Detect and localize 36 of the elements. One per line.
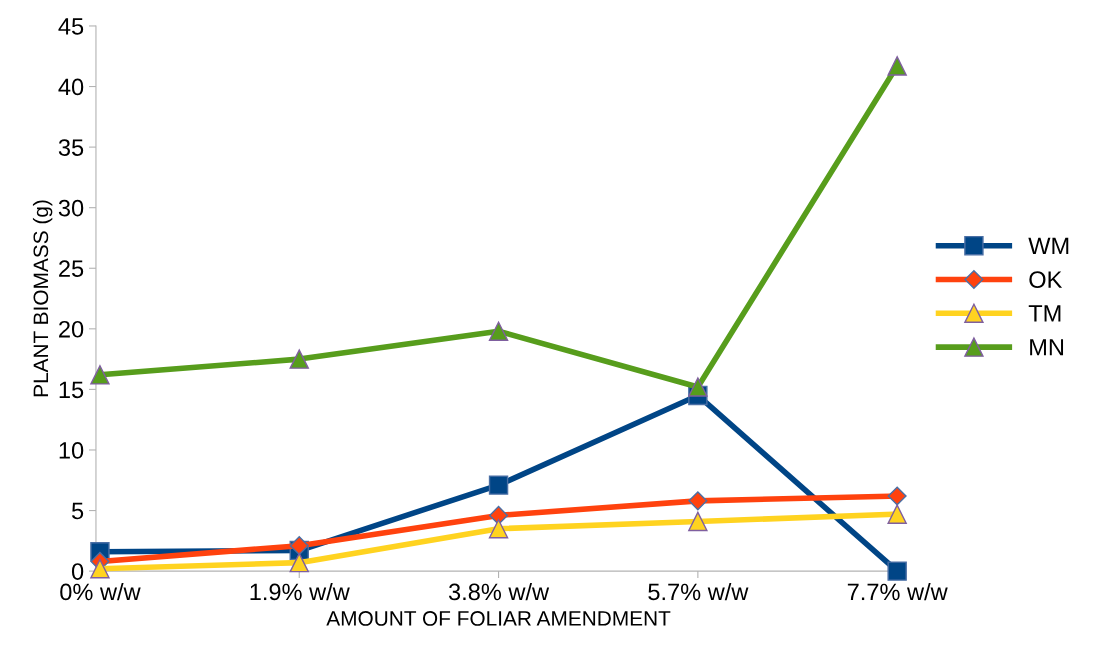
- legend-label: OK: [1029, 271, 1063, 288]
- legend-label: TM: [1028, 305, 1061, 322]
- point: [488, 518, 509, 539]
- x-tick-label: 3.8% w/w: [448, 582, 550, 601]
- y-tick-label: 20: [59, 320, 84, 338]
- point: [887, 504, 907, 524]
- point: [90, 558, 110, 579]
- x-tick-label: 5.7% w/w: [648, 582, 749, 601]
- point: [488, 475, 509, 495]
- y-tick-label: 25: [59, 260, 84, 278]
- point: [488, 321, 509, 341]
- y-tick-label: 35: [58, 139, 84, 156]
- x-tick-label: 1.9% w/w: [250, 582, 350, 601]
- y-axis-title: PLANT BIOMASS (g): [32, 200, 53, 397]
- y-tick-label: 45: [58, 18, 84, 35]
- x-tick-label: 0% w/w: [60, 582, 141, 601]
- y-tick-label: 10: [59, 442, 84, 459]
- legend-label: WM: [1028, 237, 1069, 254]
- point: [289, 349, 309, 369]
- y-tick-label: 40: [58, 78, 84, 96]
- point: [887, 561, 907, 581]
- y-tick-label: 5: [71, 502, 84, 520]
- y-tick-label: 30: [58, 199, 84, 217]
- point: [289, 536, 309, 556]
- y-tick-label: 15: [59, 381, 84, 399]
- point: [688, 377, 708, 397]
- point: [887, 56, 907, 76]
- y-tick-label: 0: [71, 563, 84, 580]
- point: [688, 491, 708, 511]
- x-axis-title: AMOUNT OF FOLIAR AMENDMENT: [326, 611, 671, 626]
- x-tick-label: 7.7% w/w: [847, 582, 948, 601]
- point: [887, 486, 907, 506]
- point: [289, 552, 309, 573]
- legend-label: MN: [1030, 339, 1064, 356]
- point: [688, 511, 708, 532]
- point: [90, 365, 110, 385]
